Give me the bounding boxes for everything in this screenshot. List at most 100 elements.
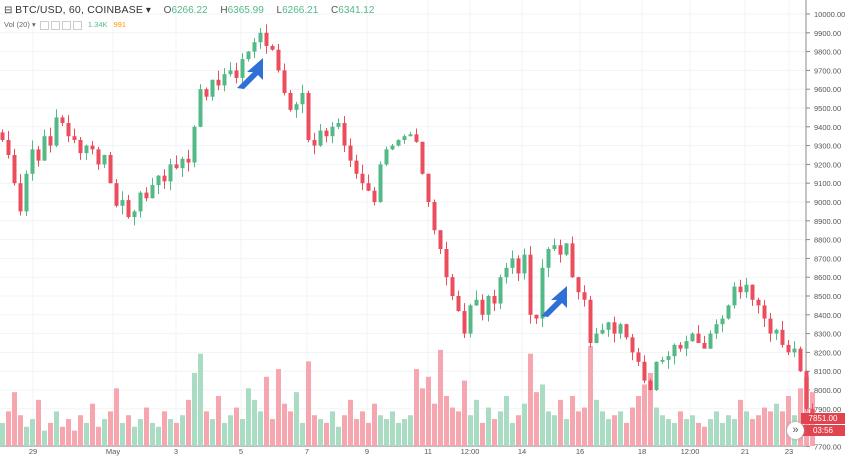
open-value: 6266.22 bbox=[171, 5, 208, 16]
candle-body bbox=[456, 296, 461, 312]
volume-bar bbox=[384, 419, 389, 446]
volume-bar bbox=[330, 411, 335, 446]
candle-body bbox=[642, 361, 647, 381]
volume-bar bbox=[510, 422, 515, 446]
volume-bar bbox=[396, 422, 401, 446]
candle-body bbox=[804, 371, 809, 409]
candle-body bbox=[540, 267, 545, 319]
volume-bar bbox=[612, 415, 617, 446]
volume-bar bbox=[456, 411, 461, 446]
volume-bar bbox=[42, 430, 47, 446]
x-tick-label: 12:00 bbox=[681, 447, 700, 456]
format-icon[interactable] bbox=[61, 20, 71, 30]
volume-bar bbox=[528, 353, 533, 446]
volume-bar bbox=[36, 399, 41, 446]
volume-bar bbox=[474, 399, 479, 446]
candle-body bbox=[468, 305, 473, 334]
candle-body bbox=[756, 299, 761, 306]
y-tick-label: 8100.00 bbox=[814, 367, 841, 376]
y-tick-label: 8800.00 bbox=[814, 236, 841, 245]
candle-body bbox=[66, 123, 71, 137]
candle-body bbox=[378, 164, 383, 202]
volume-bar bbox=[534, 392, 539, 446]
candle-body bbox=[660, 359, 665, 362]
volume-bar bbox=[408, 415, 413, 446]
volume-bar bbox=[216, 396, 221, 446]
candle-body bbox=[102, 155, 107, 165]
x-tick-label: 12:00 bbox=[461, 447, 480, 456]
candle-body bbox=[774, 329, 779, 334]
volume-bar bbox=[144, 407, 149, 446]
volume-bar bbox=[780, 411, 785, 446]
candle-body bbox=[498, 277, 503, 304]
candle-body bbox=[228, 70, 233, 75]
volume-bar bbox=[576, 411, 581, 446]
candle-body bbox=[132, 211, 137, 218]
candle-body bbox=[648, 380, 653, 390]
volume-bar bbox=[102, 419, 107, 446]
volume-bar bbox=[180, 415, 185, 446]
candle-body bbox=[144, 192, 149, 199]
volume-bar bbox=[522, 403, 527, 446]
volume-bar bbox=[132, 426, 137, 446]
volume-bar bbox=[24, 426, 29, 446]
candle-body bbox=[702, 343, 707, 349]
volume-bar bbox=[156, 426, 161, 446]
volume-bar bbox=[570, 396, 575, 446]
volume-bar bbox=[618, 411, 623, 446]
volume-bar bbox=[714, 411, 719, 446]
candle-body bbox=[414, 134, 419, 142]
settings-icon[interactable] bbox=[39, 20, 49, 30]
scroll-to-realtime-button[interactable]: » bbox=[787, 422, 804, 439]
y-tick-label: 9900.00 bbox=[814, 29, 841, 38]
candle-body bbox=[738, 286, 743, 293]
volume-bar bbox=[192, 372, 197, 446]
volume-bar bbox=[336, 426, 341, 446]
volume-bar bbox=[12, 392, 17, 446]
volume-bar bbox=[264, 376, 269, 446]
collapse-icon[interactable]: ⊟ bbox=[4, 5, 13, 16]
candle-body bbox=[618, 324, 623, 334]
volume-bar bbox=[198, 353, 203, 446]
volume-label[interactable]: Vol (20) bbox=[4, 20, 30, 29]
candle-body bbox=[750, 284, 755, 300]
candle-body bbox=[684, 341, 689, 349]
candle-body bbox=[192, 126, 197, 163]
candle-body bbox=[174, 164, 179, 169]
volume-bar bbox=[732, 419, 737, 446]
x-tick-label: 3 bbox=[174, 447, 178, 456]
volume-bar bbox=[558, 399, 563, 446]
volume-bar bbox=[222, 422, 227, 446]
candle-body bbox=[696, 333, 701, 343]
y-tick-label: 9500.00 bbox=[814, 104, 841, 113]
high-label: H bbox=[220, 5, 228, 16]
volume-bar bbox=[186, 399, 191, 446]
volume-bar bbox=[354, 419, 359, 446]
y-tick-label: 8400.00 bbox=[814, 311, 841, 320]
candle-body bbox=[294, 104, 299, 110]
candle-body bbox=[42, 136, 47, 161]
candle-body bbox=[762, 305, 767, 319]
candle-body bbox=[6, 139, 11, 155]
volume-bar bbox=[756, 415, 761, 446]
volume-bar bbox=[372, 403, 377, 446]
volume-bar bbox=[60, 426, 65, 446]
volume-bar bbox=[684, 419, 689, 446]
symbol-label[interactable]: BTC/USD, 60, COINBASE bbox=[15, 4, 144, 16]
candle-body bbox=[708, 333, 713, 349]
volume-bar bbox=[750, 419, 755, 446]
candle-body bbox=[360, 173, 365, 184]
volume-bar bbox=[762, 407, 767, 446]
volume-bar bbox=[390, 411, 395, 446]
volume-bar bbox=[486, 407, 491, 446]
candle-body bbox=[720, 318, 725, 325]
volume-bar bbox=[252, 399, 257, 446]
candle-body bbox=[162, 175, 167, 182]
hide-icon[interactable] bbox=[50, 20, 60, 30]
remove-icon[interactable] bbox=[72, 20, 82, 30]
volume-bar bbox=[246, 388, 251, 446]
open-label: O bbox=[163, 5, 172, 16]
candle-body bbox=[432, 202, 437, 231]
